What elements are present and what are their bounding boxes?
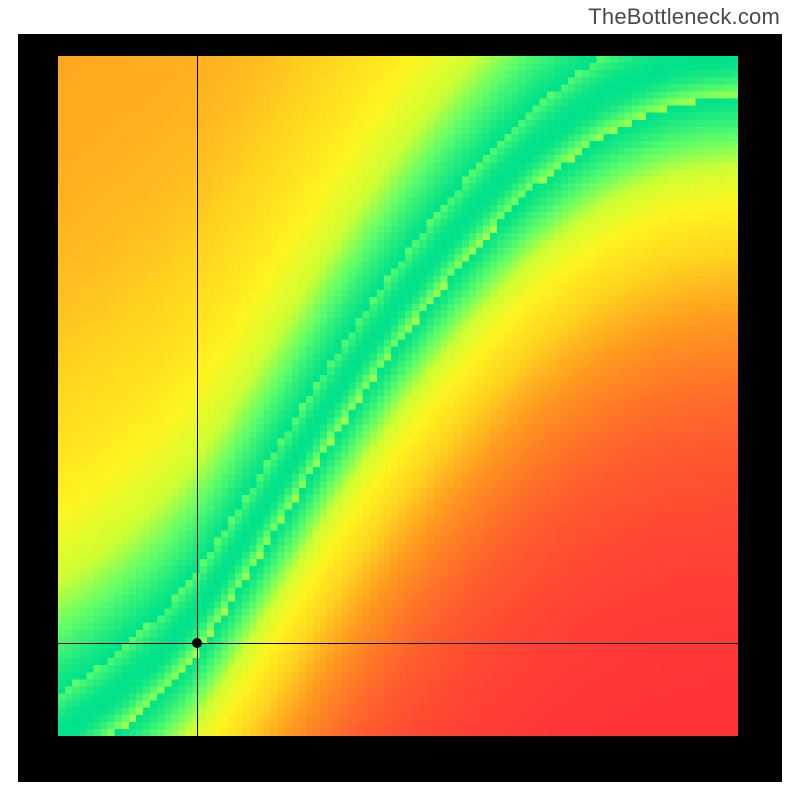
crosshair-marker [192,638,202,648]
bottleneck-heatmap [58,56,738,736]
watermark-text: TheBottleneck.com [588,4,780,30]
chart-frame [18,34,782,782]
root-container: TheBottleneck.com [0,0,800,800]
crosshair-horizontal [58,643,738,644]
crosshair-vertical [197,56,198,736]
